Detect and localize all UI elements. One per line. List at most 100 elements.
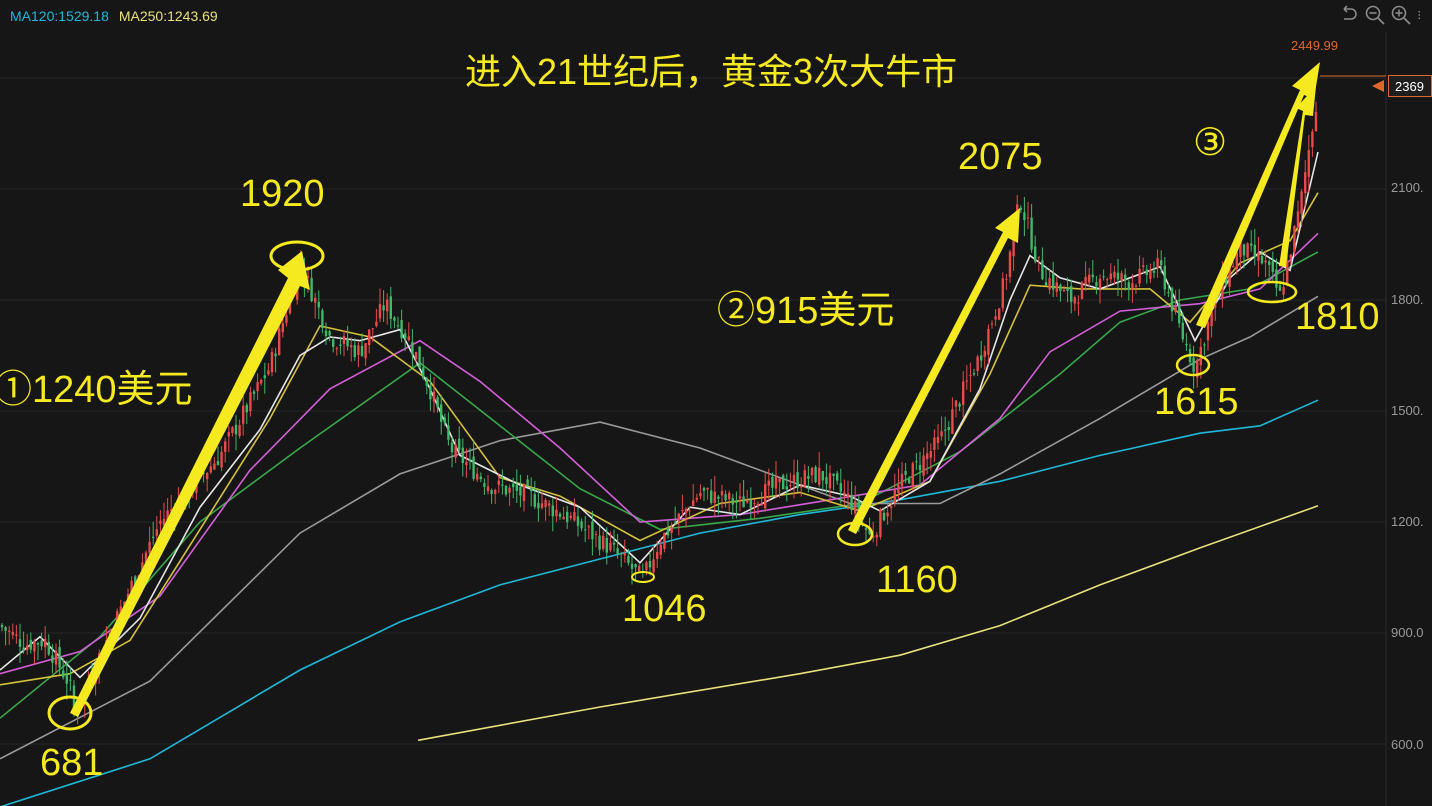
candle-body (1008, 251, 1012, 277)
candle-body (1307, 150, 1310, 177)
candle-body (519, 486, 522, 496)
candle-body (710, 490, 713, 503)
candle-body (1232, 266, 1235, 268)
candle-body (576, 516, 580, 526)
more-icon[interactable] (1416, 4, 1428, 26)
candle-body (692, 500, 695, 506)
candle-body (533, 494, 536, 507)
candle-body (234, 424, 238, 435)
candle-body (1026, 217, 1030, 219)
candle-body (1070, 285, 1073, 302)
candle-body (695, 497, 698, 500)
candle-body (540, 503, 544, 508)
candle-body (987, 328, 990, 355)
candle-body (591, 521, 594, 540)
candle-body (339, 344, 342, 346)
candle-body (627, 556, 630, 563)
candle-body (922, 455, 925, 476)
candle-body (40, 640, 43, 647)
candle-body (940, 431, 943, 437)
candle-body (1282, 287, 1285, 295)
candle-body (1062, 289, 1066, 292)
chart-toolbar (1338, 4, 1428, 26)
candle-body (958, 403, 961, 407)
candle-body (980, 355, 983, 361)
candle-body (213, 463, 216, 470)
candle-body (1098, 278, 1102, 289)
candle-body (346, 338, 349, 347)
candle-body (1304, 172, 1307, 194)
candle-body (908, 479, 911, 484)
candle-body (1012, 229, 1015, 257)
candle-body (65, 674, 68, 684)
candle-body (537, 503, 540, 509)
candle-body (263, 375, 266, 379)
ma-line-0 (0, 399, 1319, 806)
candle-body (1120, 273, 1123, 281)
candle-body (998, 308, 1001, 320)
candle-body (630, 563, 634, 569)
candle-body (587, 526, 590, 528)
candle-body (522, 484, 526, 501)
candle-body (1311, 131, 1314, 147)
candle-body (886, 512, 889, 517)
ma250-label: MA250:1243.69 (118, 8, 218, 24)
candle-body (1246, 243, 1249, 258)
candle-body (62, 670, 65, 678)
candle-body (1160, 260, 1163, 266)
candle-body (260, 380, 263, 384)
candle-body (1138, 268, 1141, 284)
arrow-wave3-secondary (1279, 86, 1316, 267)
label-wave1: ①1240美元 (0, 369, 193, 411)
candle-body (832, 473, 835, 476)
candle-body (440, 404, 443, 422)
y-tick-900: 900.0 (1391, 625, 1424, 640)
candle-body (314, 297, 317, 303)
candle-body (1149, 269, 1152, 279)
candle-body (551, 505, 554, 517)
candle-body (15, 634, 18, 636)
candle-body (497, 480, 500, 485)
candle-body (454, 444, 457, 458)
candle-body (1174, 306, 1177, 312)
candle-body (371, 328, 374, 330)
candle-body (364, 343, 367, 359)
candle-body (252, 391, 256, 394)
candle-body (1088, 274, 1091, 283)
candle-body (119, 606, 122, 616)
candle-body (724, 494, 727, 501)
candle-body (332, 339, 335, 347)
candle-body (1052, 273, 1055, 290)
candle-body (220, 451, 223, 468)
candle-body (342, 336, 346, 344)
candle-body (1170, 288, 1174, 312)
candle-body (148, 541, 151, 553)
current-price-tag: 2369 (1388, 75, 1432, 97)
candle-body (555, 509, 558, 517)
candle-body (1034, 246, 1037, 262)
candle-body (1073, 297, 1076, 304)
candle-body (249, 392, 252, 412)
candle-body (242, 405, 245, 424)
candle-body (8, 630, 11, 632)
candle-body (843, 492, 846, 495)
zoom-in-icon[interactable] (1390, 4, 1412, 26)
zoom-out-icon[interactable] (1364, 4, 1386, 26)
candle-body (1192, 357, 1195, 373)
candle-body (1271, 260, 1274, 273)
undo-icon[interactable] (1338, 4, 1360, 26)
candle-body (1257, 252, 1260, 261)
candle-body (58, 647, 61, 668)
candle-body (789, 485, 792, 487)
label-1615: 1615 (1154, 381, 1239, 423)
candle-body (310, 277, 313, 302)
candle-body (335, 348, 338, 350)
candle-body (278, 328, 281, 355)
candle-body (897, 484, 900, 493)
candle-body (738, 496, 742, 499)
candle-body (407, 336, 410, 340)
label-2075: 2075 (958, 136, 1043, 178)
candle-body (1156, 258, 1159, 268)
candle-body (1196, 360, 1199, 378)
